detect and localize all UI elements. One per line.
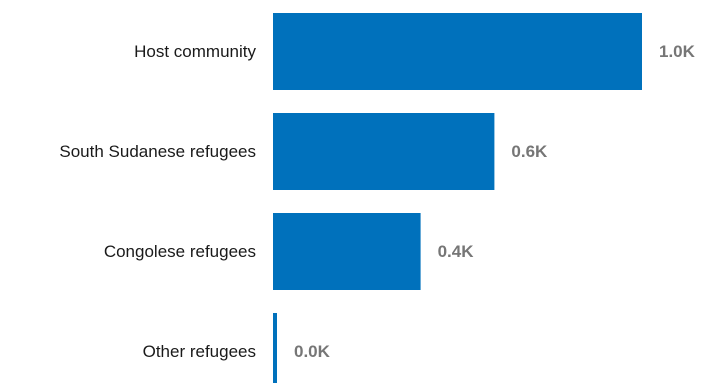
labels-layer: Host community 1.0K South Sudanese refugee… xyxy=(59,42,695,361)
bar-south-sudanese-refugees xyxy=(273,113,495,190)
value-label-other-refugees: 0.0K xyxy=(294,342,331,361)
value-label-south-sudanese-refugees: 0.6K xyxy=(511,142,548,161)
category-label-south-sudanese-refugees: South Sudanese refugees xyxy=(59,142,256,161)
bar-host-community xyxy=(273,13,642,90)
bars-layer xyxy=(273,13,642,383)
value-label-congolese-refugees: 0.4K xyxy=(438,242,475,261)
category-label-other-refugees: Other refugees xyxy=(143,342,256,361)
category-label-congolese-refugees: Congolese refugees xyxy=(104,242,256,261)
bar-other-refugees xyxy=(273,313,277,383)
category-label-host-community: Host community xyxy=(134,42,256,61)
bar-congolese-refugees xyxy=(273,213,421,290)
value-label-host-community: 1.0K xyxy=(659,42,696,61)
